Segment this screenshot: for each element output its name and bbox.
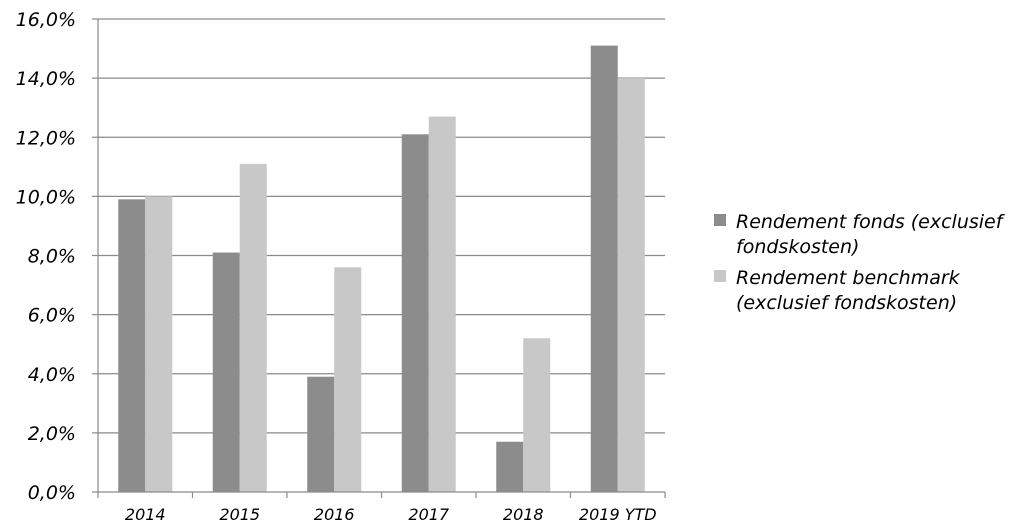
- bar-fonds: [401, 134, 429, 492]
- x-tick-label: 2014: [125, 505, 166, 524]
- legend: Rendement fonds (exclusief fondskosten) …: [714, 210, 1031, 322]
- y-tick-label: 8,0%: [28, 246, 76, 268]
- bar-benchmark: [145, 196, 173, 492]
- bar-benchmark: [523, 338, 551, 492]
- legend-item-fonds: Rendement fonds (exclusief fondskosten): [714, 210, 1031, 260]
- bar-benchmark: [334, 267, 362, 492]
- legend-label-fonds: Rendement fonds (exclusief fondskosten): [736, 211, 1003, 258]
- y-tick-label: 2,0%: [28, 423, 76, 445]
- y-tick-label: 16,0%: [16, 9, 76, 31]
- y-tick-label: 12,0%: [16, 127, 76, 149]
- x-tick-label: 2015: [219, 505, 260, 524]
- bar-fonds: [307, 376, 335, 492]
- x-tick-labels: 2014 2015 2016 2017 2018 2019 YTD: [125, 505, 657, 524]
- bar-fonds: [496, 441, 524, 492]
- y-tick-label: 6,0%: [28, 305, 76, 327]
- bar-fonds: [118, 199, 146, 493]
- y-tick-label: 4,0%: [28, 364, 76, 386]
- x-tick-label: 2017: [408, 505, 450, 524]
- x-tick-label: 2016: [314, 505, 355, 524]
- y-tick-label: 10,0%: [16, 186, 76, 208]
- x-tick-label: 2018: [503, 505, 544, 524]
- legend-swatch-benchmark: [714, 270, 726, 282]
- legend-swatch-fonds: [714, 214, 726, 226]
- bar-benchmark: [239, 163, 267, 492]
- bar-fonds: [590, 45, 618, 492]
- bar-benchmark: [617, 78, 645, 492]
- bar-benchmark: [428, 116, 456, 493]
- y-tick-labels: 0,0% 2,0% 4,0% 6,0% 8,0% 10,0% 12,0% 14,0% 16,0%: [16, 9, 76, 504]
- legend-label-benchmark: Rendement benchmark (exclusief fondskost…: [736, 267, 960, 314]
- axes: [92, 18, 666, 498]
- bar-fonds: [212, 252, 240, 492]
- gridlines: [98, 18, 665, 434]
- x-tick-label: 2019 YTD: [579, 505, 657, 524]
- bars: [118, 45, 645, 493]
- y-tick-label: 0,0%: [28, 482, 76, 504]
- legend-item-benchmark: Rendement benchmark (exclusief fondskost…: [714, 266, 1031, 316]
- y-tick-label: 14,0%: [16, 68, 76, 90]
